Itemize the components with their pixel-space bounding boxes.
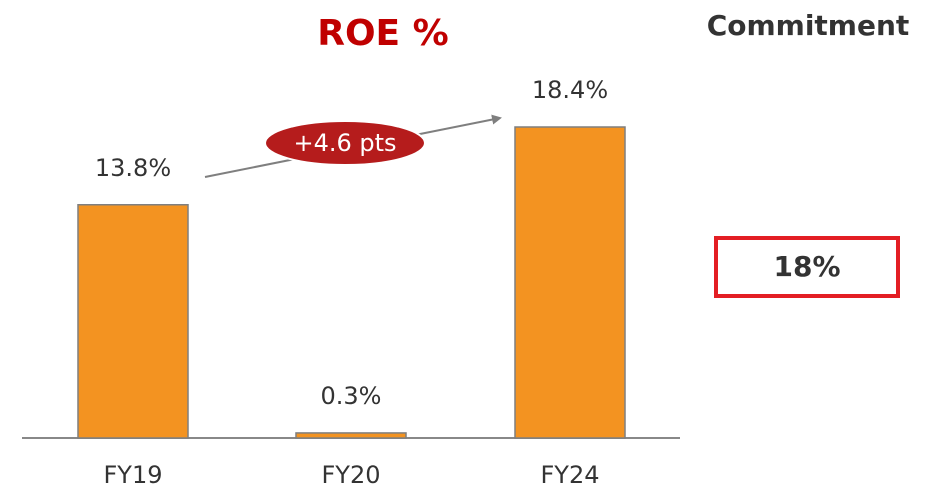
bar xyxy=(77,204,189,439)
x-tick-label: FY24 xyxy=(540,461,599,489)
x-tick-label: FY19 xyxy=(103,461,162,489)
bar xyxy=(295,432,407,439)
value-label: 18.4% xyxy=(532,76,608,104)
annotation: +4.6 pts xyxy=(293,129,396,157)
commitment-value: 18% xyxy=(773,250,840,283)
chart-title: ROE % xyxy=(317,13,449,54)
annotation-badge xyxy=(264,120,426,166)
x-tick-label: FY20 xyxy=(321,461,380,489)
commitment-box xyxy=(714,236,900,298)
commitment-title: Commitment xyxy=(707,9,910,42)
value-label: 13.8% xyxy=(95,154,171,182)
value-label: 0.3% xyxy=(321,382,382,410)
bar xyxy=(514,126,626,439)
